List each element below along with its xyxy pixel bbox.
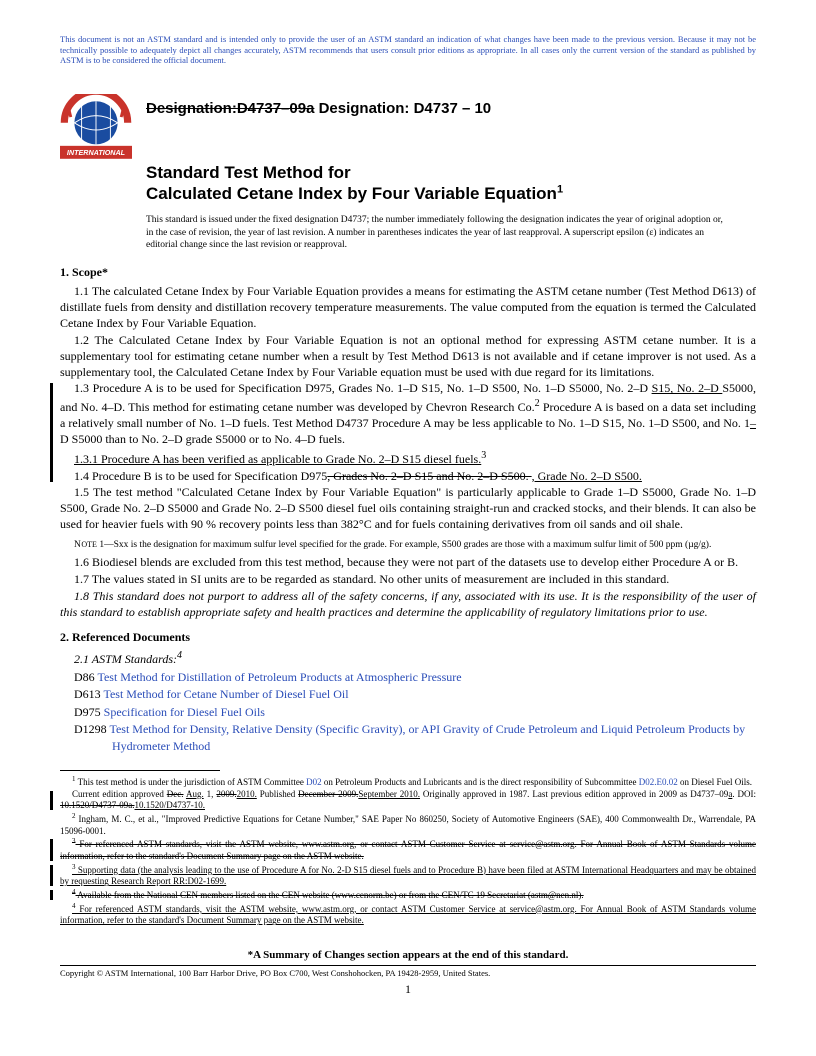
ref-d613: D613 Test Method for Cetane Number of Di… [74, 686, 756, 703]
para-1-1: 1.1 The calculated Cetane Index by Four … [60, 284, 756, 331]
designation: Designation:D4737–09a Designation: D4737… [146, 94, 491, 117]
copyright: Copyright © ASTM International, 100 Barr… [60, 965, 756, 978]
note-1: NOTE NOTE 1—Sxx is the designation for m… [60, 539, 756, 551]
fn-1-edition: Current edition approved Dec. Aug. 1, 20… [60, 789, 756, 812]
svg-text:INTERNATIONAL: INTERNATIONAL [67, 148, 125, 157]
fn-strike-b: 4 Available from the National CEN member… [60, 888, 756, 902]
page-number: 1 [60, 982, 756, 997]
para-1-8: 1.8 This standard does not purport to ad… [60, 589, 756, 621]
ref-d1298-link[interactable]: Test Method for Density, Relative Densit… [109, 722, 745, 753]
designation-old: Designation:D4737–09a [146, 100, 314, 117]
change-bar-fn-strike-a: 3 For referenced ASTM standards, visit t… [60, 837, 756, 862]
para-1-3: 1.3 Procedure A is to be used for Specif… [60, 381, 756, 447]
change-bar-fn-edition: Current edition approved Dec. Aug. 1, 20… [60, 789, 756, 812]
fn-1: 1 This test method is under the jurisdic… [60, 775, 756, 789]
title-block: Standard Test Method for Calculated Ceta… [146, 162, 756, 205]
fn-1-link-sub[interactable]: D02.E0.02 [639, 777, 678, 787]
fn-1-link-d02[interactable]: D02 [306, 777, 322, 787]
fn-4: 4 For referenced ASTM standards, visit t… [60, 902, 756, 927]
ref-2-1: 2.1 ASTM Standards:4 [74, 649, 756, 668]
section-2-head: 2. Referenced Documents [60, 630, 756, 645]
ref-d1298: D1298 Test Method for Density, Relative … [74, 721, 756, 756]
ref-d86-link[interactable]: Test Method for Distillation of Petroleu… [97, 670, 461, 684]
para-1-6: 1.6 Biodiesel blends are excluded from t… [60, 555, 756, 571]
title-line-2: Calculated Cetane Index by Four Variable… [146, 183, 756, 204]
para-1-7: 1.7 The values stated in SI units are to… [60, 572, 756, 588]
summary-line: *A Summary of Changes section appears at… [60, 949, 756, 961]
ref-d86: D86 Test Method for Distillation of Petr… [74, 669, 756, 686]
para-1-5: 1.5 The test method "Calculated Cetane I… [60, 485, 756, 532]
disclaimer-text: This document is not an ASTM standard an… [60, 34, 756, 66]
designation-new: Designation: D4737 – 10 [319, 100, 492, 117]
change-bar-fn-strike-b: 4 Available from the National CEN member… [60, 888, 756, 902]
footnotes: 1 This test method is under the jurisdic… [60, 775, 756, 927]
change-bar-1-3: 1.3 Procedure A is to be used for Specif… [60, 381, 756, 484]
ref-d975: D975 Specification for Diesel Fuel Oils [74, 704, 756, 721]
issuance-note: This standard is issued under the fixed … [146, 214, 756, 251]
para-1-3-1: 1.3.1 Procedure A has been verified as a… [60, 449, 756, 468]
ref-d975-link[interactable]: Specification for Diesel Fuel Oils [104, 705, 265, 719]
fn-2: 2 Ingham, M. C., et al., "Improved Predi… [60, 812, 756, 837]
fn-strike-a: 3 For referenced ASTM standards, visit t… [60, 837, 756, 862]
astm-logo: INTERNATIONAL [60, 94, 132, 166]
section-1-head: 1. Scope* [60, 265, 756, 280]
para-1-4: 1.4 Procedure B is to be used for Specif… [60, 469, 756, 485]
footnote-rule [60, 770, 220, 771]
header-row: INTERNATIONAL Designation:D4737–09a Desi… [60, 94, 756, 166]
change-bar-fn-3: 3 Supporting data (the analysis leading … [60, 863, 756, 888]
ref-list: 2.1 ASTM Standards:4 D86 Test Method for… [74, 649, 756, 755]
ref-d613-link[interactable]: Test Method for Cetane Number of Diesel … [103, 687, 348, 701]
para-1-2: 1.2 The Calculated Cetane Index by Four … [60, 333, 756, 380]
fn-3: 3 Supporting data (the analysis leading … [60, 863, 756, 888]
title-line-1: Standard Test Method for [146, 162, 756, 183]
